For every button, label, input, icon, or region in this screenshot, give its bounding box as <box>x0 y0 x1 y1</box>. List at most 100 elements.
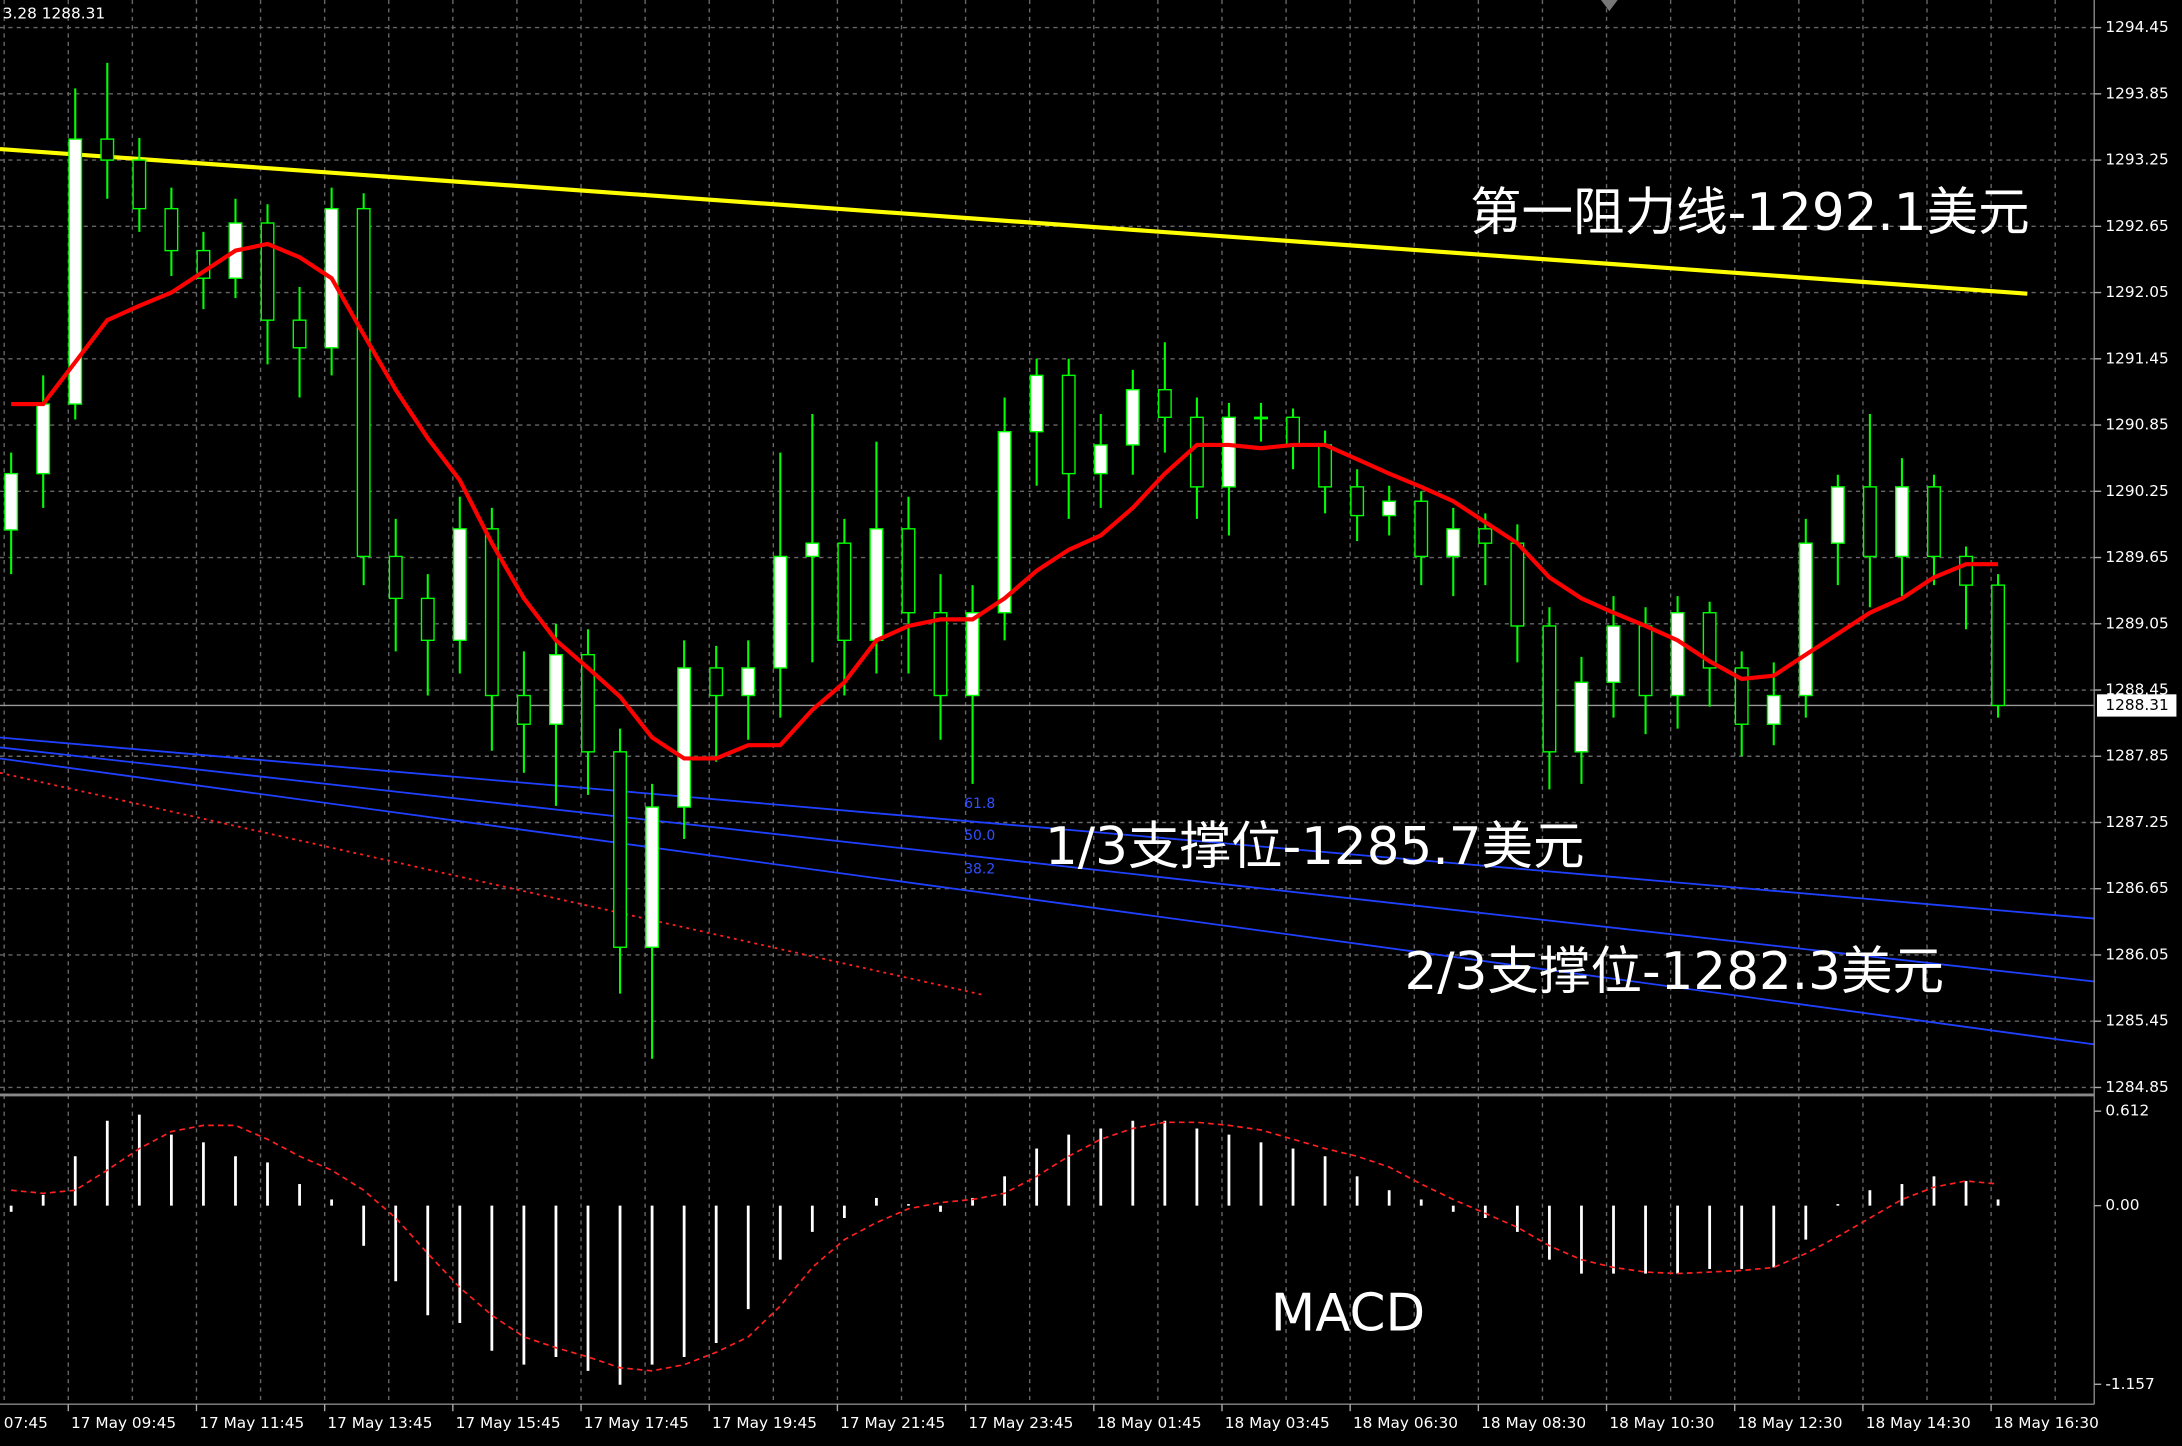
candle-body <box>1478 528 1493 544</box>
current-price-box <box>2097 694 2177 717</box>
x-tick-label: 17 May 19:45 <box>712 1414 817 1432</box>
y-tick-label: 0.00 <box>2105 1196 2139 1214</box>
x-tick-label: 18 May 12:30 <box>1738 1414 1843 1432</box>
x-tick-label: 17 May 23:45 <box>968 1414 1073 1432</box>
candle-body <box>68 138 83 405</box>
x-tick-label: 17 May 13:45 <box>327 1414 432 1432</box>
candle-body <box>1125 389 1140 446</box>
candle-body <box>420 597 435 642</box>
y-tick-label: 1289.05 <box>2105 614 2168 632</box>
x-tick-label: 18 May 08:30 <box>1481 1414 1586 1432</box>
candle-body <box>1606 625 1621 683</box>
macd-title: MACD <box>1271 1283 1425 1343</box>
candle-body <box>1734 667 1749 725</box>
candle-body <box>1254 416 1268 420</box>
x-tick-label: 18 May 06:30 <box>1353 1414 1458 1432</box>
y-tick-label: 1287.85 <box>2105 747 2168 765</box>
candle-body <box>965 612 980 697</box>
candle-body <box>1061 374 1076 475</box>
candle-body <box>1029 374 1044 433</box>
candle-body <box>452 528 467 642</box>
candle-body <box>132 159 147 210</box>
candle-body <box>1862 486 1877 558</box>
candle-body <box>1221 416 1236 488</box>
candle-body <box>388 555 403 600</box>
trendline <box>0 771 983 996</box>
candle-body <box>997 430 1012 614</box>
x-tick-label: 17 May 09:45 <box>71 1414 176 1432</box>
chart-title: 3.28 1288.31 <box>3 4 105 22</box>
y-tick-label: -1.157 <box>2105 1375 2154 1393</box>
x-tick-label: 17 May 07:45 <box>0 1414 48 1432</box>
candle-body <box>933 612 948 697</box>
x-tick-label: 17 May 11:45 <box>199 1414 304 1432</box>
y-tick-label: 1288.45 <box>2105 681 2168 699</box>
x-tick-label: 18 May 16:30 <box>1994 1414 2099 1432</box>
candle-body <box>260 222 275 321</box>
trendline <box>0 736 2095 920</box>
candle-body <box>1189 416 1204 488</box>
y-tick-label: 1287.25 <box>2105 813 2168 831</box>
annotation: 2/3支撑位-1282.3美元 <box>1405 942 1945 1002</box>
candle-body <box>1542 625 1557 753</box>
fib-label: 38.2 <box>964 861 995 877</box>
y-tick-label: 1292.65 <box>2105 217 2168 235</box>
candle-body <box>1574 681 1589 753</box>
annotation: 1/3支撑位-1285.7美元 <box>1045 817 1585 877</box>
candle-body <box>613 751 628 948</box>
candle-body <box>1157 389 1172 419</box>
current-price-label: 1288.31 <box>2105 696 2168 714</box>
candle-body <box>1670 612 1685 697</box>
candle-body <box>516 694 531 725</box>
candle-body <box>773 555 788 669</box>
candle-body <box>1286 416 1301 446</box>
candle-body <box>36 403 51 475</box>
y-tick-label: 1294.45 <box>2105 18 2168 36</box>
candle-body <box>1382 500 1397 517</box>
candle-body <box>1350 486 1365 517</box>
candle-body <box>484 528 499 697</box>
candle-body <box>1766 694 1781 725</box>
x-tick-label: 18 May 03:45 <box>1225 1414 1330 1432</box>
candle-body <box>709 667 724 697</box>
y-tick-label: 1285.45 <box>2105 1012 2168 1030</box>
y-tick-label: 1293.85 <box>2105 84 2168 102</box>
trendline <box>0 146 2028 296</box>
y-tick-label: 1290.25 <box>2105 482 2168 500</box>
candle-body <box>100 138 115 161</box>
candle-body <box>677 667 692 808</box>
x-tick-label: 18 May 01:45 <box>1097 1414 1202 1432</box>
candle-body <box>1830 486 1845 544</box>
x-tick-label: 17 May 21:45 <box>840 1414 945 1432</box>
candle-body <box>741 667 756 697</box>
y-tick-label: 1284.85 <box>2105 1078 2168 1096</box>
fib-label: 50.0 <box>964 828 995 844</box>
candle-body <box>1798 542 1813 697</box>
candle-body <box>581 653 595 753</box>
candle-body <box>292 319 307 349</box>
candle-body <box>4 472 19 531</box>
y-tick-label: 0.612 <box>2105 1102 2149 1120</box>
candle-body <box>805 542 820 558</box>
candle-body <box>1991 584 2006 707</box>
y-tick-label: 1289.65 <box>2105 548 2168 566</box>
candle-body <box>1093 444 1108 475</box>
candle-body <box>164 207 179 252</box>
y-tick-label: 1291.45 <box>2105 349 2168 367</box>
candle-body <box>869 528 884 642</box>
candle-body <box>1446 528 1461 558</box>
candle-body <box>1927 486 1941 558</box>
candle-body <box>1702 612 1717 669</box>
x-tick-label: 18 May 14:30 <box>1866 1414 1971 1432</box>
y-tick-label: 1286.05 <box>2105 945 2168 963</box>
candle-body <box>1510 542 1525 627</box>
candle-body <box>1638 625 1653 697</box>
candle-body <box>1318 444 1333 488</box>
y-tick-label: 1293.25 <box>2105 151 2168 169</box>
candle-body <box>645 806 660 948</box>
moving-average <box>11 241 1999 761</box>
candle-body <box>837 542 852 642</box>
candle-body <box>548 653 563 725</box>
